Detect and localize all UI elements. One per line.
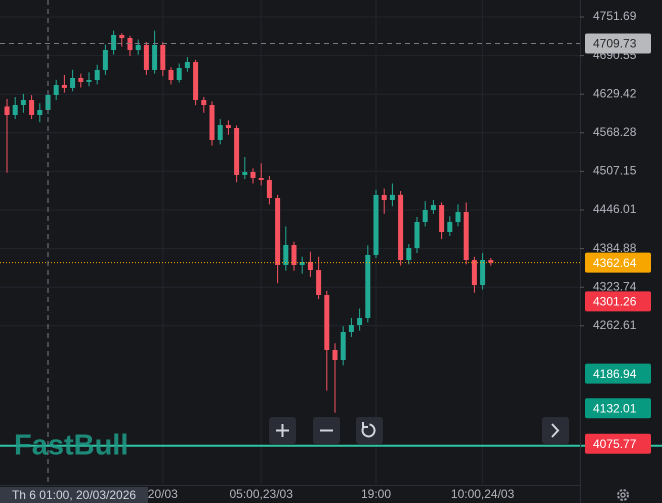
candle-body [217,125,223,140]
candle-body [234,127,240,175]
candle-body [119,34,125,39]
candle-body [201,100,207,106]
crosshair-time-label: Th 6 01:00, 20/03/2026 [12,488,136,502]
settings-button[interactable] [617,489,629,501]
candle-body [455,211,461,223]
candle-body [184,62,190,69]
candle-body [135,44,141,51]
candle-body [299,261,305,266]
candle-body [168,69,174,81]
grid [0,0,580,485]
candle-body [365,254,371,318]
candle-body [463,211,469,261]
candle-body [250,172,256,178]
candle-body [4,106,10,115]
candle-body [20,100,26,106]
x-tick-label: 05:00,23/03 [229,487,293,501]
candle-body [160,44,166,70]
candle-body [324,295,330,351]
candle-body [61,84,67,88]
price-label: 4301.26 [593,295,637,309]
labels: 4751.694690.554629.424568.284507.154446.… [0,9,651,503]
candle-body [258,177,264,181]
y-tick-label: 4507.15 [593,164,637,178]
candle-body [348,324,354,333]
price-label-bg [585,291,651,312]
crosshair-price-label: 4709.73 [593,37,637,51]
candle-body [176,68,182,81]
candle-body [381,194,387,200]
x-tick-label: 20/03 [148,487,178,501]
candle-body [152,44,158,70]
zoom-out-button[interactable] [313,417,340,444]
candle-body [275,198,281,266]
candle-body [209,105,215,140]
y-tick-label: 4384.88 [593,241,637,255]
logo: FastBull [14,430,128,462]
candle-body [111,34,117,51]
last-price-label: 4362.64 [593,256,637,270]
candle-body [430,205,436,211]
candle-body [12,105,18,115]
price-label: 4186.94 [593,367,637,381]
candle-body [127,38,133,51]
y-tick-label: 4446.01 [593,202,637,216]
candle-body [94,69,100,81]
candle-body [29,100,35,115]
price-label: 4075.77 [593,437,637,451]
candle-body [78,77,84,82]
candle-body [283,244,289,266]
candle-body [307,261,313,270]
candle-body [316,269,322,296]
reset-button[interactable] [356,417,383,444]
candle-body [406,248,412,261]
candle-body [422,210,428,223]
candle-body [266,180,272,199]
candle-body [102,50,108,70]
x-tick-label: 10:00,24/03 [451,487,515,501]
candle-body [332,350,338,360]
crosshair-price-label-bg [585,33,651,54]
candle-body [242,172,248,175]
candle-body [37,109,43,115]
price-label-bg [585,398,651,419]
price-label-bg [585,433,651,454]
candle-body [86,80,92,82]
candle-body [225,125,231,128]
candle-body [439,205,445,232]
y-tick-label: 4262.61 [593,318,637,332]
last-price-label-bg [585,252,651,273]
price-label: 4132.01 [593,401,637,415]
x-tick-label: 19:00 [361,487,391,501]
candle-body [480,260,486,286]
y-tick-label: 4629.42 [593,86,637,100]
candle-body [447,222,453,232]
zoom-in-button[interactable] [269,417,296,444]
candle-body [340,332,346,360]
candle-body [373,194,379,255]
candle-body [389,194,395,200]
candle-body [53,84,59,95]
candle-body [193,62,199,101]
candle-body [70,77,76,88]
y-tick-label: 4568.28 [593,125,637,139]
candle-body [471,260,477,286]
crosshair-time-bg [0,487,148,503]
scroll-right-button[interactable] [542,417,569,444]
candle-body [357,317,363,325]
candle-body [414,222,420,249]
plot [0,0,662,485]
candle-body [291,244,297,266]
candle-body [488,260,494,263]
price-label-bg [585,363,651,384]
candle-body [398,194,404,261]
y-tick-label: 4751.69 [593,9,637,23]
candle-body [143,44,149,70]
y-tick-label: 4323.74 [593,279,637,293]
